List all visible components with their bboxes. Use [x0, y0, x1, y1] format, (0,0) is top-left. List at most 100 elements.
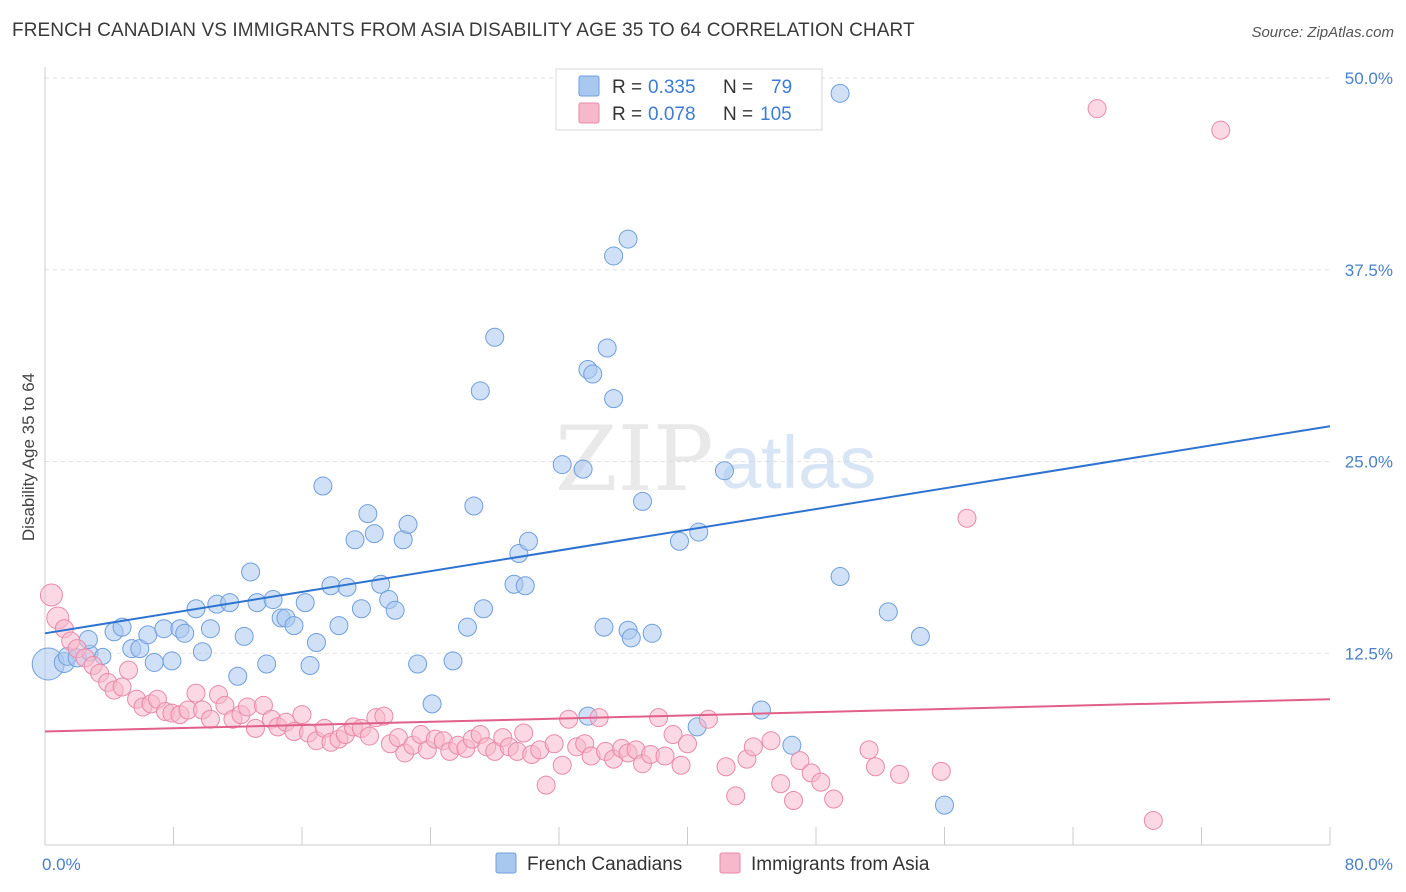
point-s0-77 — [878, 602, 898, 622]
y-tick-label-0: 12.5% — [1345, 644, 1393, 663]
point-s0-38 — [345, 530, 365, 550]
point-s1-89 — [726, 786, 746, 806]
point-s0-65 — [594, 617, 614, 637]
point-s1-91 — [743, 737, 763, 757]
point-s0-73 — [714, 461, 734, 481]
point-s0-67 — [621, 628, 641, 648]
legend-swatch-french-canadians — [578, 75, 600, 97]
point-s0-27 — [263, 590, 283, 610]
point-s0-50 — [457, 617, 477, 637]
point-s0-40 — [358, 504, 378, 524]
point-s0-75 — [782, 735, 802, 755]
point-s1-86 — [678, 734, 697, 754]
point-s1-43 — [359, 726, 379, 746]
point-s0-33 — [306, 633, 326, 653]
point-s1-99 — [859, 740, 879, 760]
point-s1-28 — [245, 718, 265, 738]
point-s0-83 — [604, 246, 624, 266]
x-tick-label-0: 0.0% — [42, 855, 81, 874]
y-axis-label: Disability Age 35 to 64 — [19, 373, 38, 541]
point-s1-103 — [957, 508, 977, 528]
point-s0-63 — [604, 389, 624, 409]
point-s0-22 — [228, 666, 248, 686]
point-s0-46 — [398, 514, 418, 534]
point-s0-49 — [443, 651, 463, 671]
legend-frame — [555, 68, 823, 131]
point-s1-0 — [39, 583, 63, 607]
point-s1-98 — [824, 789, 844, 809]
point-s0-76 — [830, 567, 850, 587]
point-s1-94 — [784, 791, 804, 811]
point-s1-92 — [761, 731, 781, 751]
legend-r-label-1: R = — [612, 77, 642, 98]
watermark-zip: ZIP — [555, 407, 714, 512]
trend-line-1 — [44, 698, 1331, 733]
point-s1-104 — [1087, 99, 1107, 119]
legend-n-label-1: N = — [723, 77, 753, 98]
point-s0-59 — [583, 364, 603, 384]
point-s0-30 — [284, 616, 304, 636]
point-s0-81 — [485, 327, 505, 347]
point-s0-31 — [295, 593, 315, 613]
legend-n-value-1: 79 — [771, 77, 792, 98]
y-tick-label-1: 25.0% — [1345, 453, 1393, 472]
point-s1-100 — [865, 757, 885, 777]
trend-line-0 — [44, 425, 1331, 635]
bottom-legend-swatch-french-canadians — [495, 852, 517, 874]
point-s0-25 — [247, 593, 267, 613]
y-tick-labels: 12.5% 25.0% 37.5% 50.0% — [1345, 69, 1393, 663]
point-s0-19 — [200, 619, 220, 639]
point-s0-70 — [669, 531, 689, 551]
point-s0-34 — [313, 476, 333, 496]
legend-n-value-2: 105 — [760, 104, 792, 125]
point-s0-13 — [154, 619, 174, 639]
point-s1-82 — [649, 708, 669, 728]
point-s1-97 — [811, 772, 831, 792]
bottom-legend-swatch-immigrants-from-asia — [719, 852, 741, 874]
x-tick-labels: 0.0% 80.0% — [42, 855, 1393, 874]
point-s0-41 — [364, 524, 384, 544]
point-s1-101 — [890, 764, 910, 784]
legend-swatch-immigrants-from-asia — [578, 102, 600, 124]
point-s0-72 — [689, 522, 709, 542]
point-s1-11 — [119, 660, 139, 680]
point-s0-82 — [618, 229, 638, 249]
point-s1-22 — [200, 709, 220, 729]
watermark-atlas: atlas — [720, 421, 876, 504]
point-s1-85 — [671, 755, 691, 775]
point-s0-62 — [597, 338, 617, 358]
point-s0-56 — [518, 531, 538, 551]
legend-n-label-2: N = — [723, 104, 753, 125]
point-s0-24 — [241, 562, 261, 582]
point-s0-52 — [474, 599, 494, 619]
point-s0-8 — [112, 617, 132, 637]
trend-lines — [44, 425, 1331, 733]
legend-r-value-1: 0.335 — [648, 77, 696, 98]
point-s0-60 — [573, 459, 593, 479]
point-s1-83 — [655, 746, 675, 766]
point-s0-80 — [830, 83, 850, 103]
point-s1-87 — [698, 709, 718, 729]
point-s0-16 — [175, 623, 195, 643]
point-s0-74 — [751, 700, 771, 720]
point-s1-102 — [931, 761, 951, 781]
point-s1-34 — [292, 705, 312, 725]
point-s0-23 — [234, 626, 254, 646]
grid — [45, 77, 1330, 654]
point-s0-68 — [633, 491, 653, 511]
point-s0-69 — [642, 623, 662, 643]
point-s0-18 — [192, 642, 212, 662]
point-s0-12 — [144, 652, 164, 672]
point-s1-68 — [544, 734, 564, 754]
point-s1-69 — [552, 755, 572, 775]
point-s0-11 — [138, 625, 158, 645]
y-tick-label-2: 37.5% — [1345, 261, 1393, 280]
point-s0-36 — [329, 616, 349, 636]
point-s0-26 — [257, 654, 277, 674]
point-s0-44 — [385, 600, 405, 620]
point-s0-55 — [515, 576, 535, 596]
point-s0-51 — [464, 496, 484, 516]
x-tick-label-1: 80.0% — [1345, 855, 1393, 874]
point-s1-95 — [790, 751, 810, 771]
